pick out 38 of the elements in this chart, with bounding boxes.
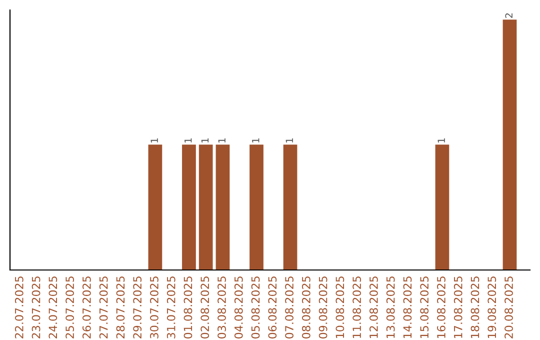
x-tick-label: 14.08.2025: [403, 276, 412, 338]
data-label: 1: [286, 138, 293, 143]
data-label: 1: [201, 138, 209, 143]
x-tick-label: 11.08.2025: [352, 276, 362, 338]
data-label: 1: [184, 138, 192, 143]
data-label: 1: [150, 138, 158, 143]
x-tick-label: 13.08.2025: [386, 276, 395, 338]
x-tick-label: 19.08.2025: [488, 276, 496, 338]
x-tick-label: 31.07.2025: [166, 276, 176, 338]
x-tick-label: 02.08.2025: [200, 276, 210, 338]
data-label: 1: [438, 138, 445, 143]
x-tick-label: 23.07.2025: [32, 276, 40, 338]
x-tick-label: 28.07.2025: [116, 276, 125, 338]
x-tick-label: 10.08.2025: [336, 276, 344, 338]
x-tick-label: 04.08.2025: [234, 276, 243, 338]
x-tick-label: 05.08.2025: [251, 276, 260, 338]
x-tick-label: 17.08.2025: [454, 276, 462, 338]
x-tick-label: 24.07.2025: [48, 276, 58, 338]
x-tick-label: 12.08.2025: [369, 276, 378, 338]
x-tick-label: 01.08.2025: [184, 276, 192, 338]
data-label: 1: [252, 138, 260, 143]
x-tick-label: 06.08.2025: [268, 276, 277, 338]
x-tick-label: 03.08.2025: [218, 276, 226, 338]
x-tick-label: 20.08.2025: [504, 276, 513, 338]
x-tick-label: 15.08.2025: [420, 276, 429, 338]
x-tick-label: 18.08.2025: [470, 276, 480, 338]
x-tick-label: 26.07.2025: [82, 276, 91, 338]
x-tick-label: 27.07.2025: [99, 276, 108, 338]
data-label: 1: [218, 138, 226, 143]
data-label: 2: [505, 13, 512, 18]
x-tick-label: 07.08.2025: [285, 276, 294, 338]
x-tick-label: 16.08.2025: [437, 276, 446, 338]
x-tick-label: 22.07.2025: [14, 276, 24, 338]
x-tick-label: 25.07.2025: [66, 276, 74, 338]
x-tick-label: 09.08.2025: [318, 276, 328, 338]
x-tick-label: 08.08.2025: [302, 276, 310, 338]
x-tick-label: 29.07.2025: [133, 276, 142, 338]
x-tick-label: 30.07.2025: [150, 276, 158, 338]
